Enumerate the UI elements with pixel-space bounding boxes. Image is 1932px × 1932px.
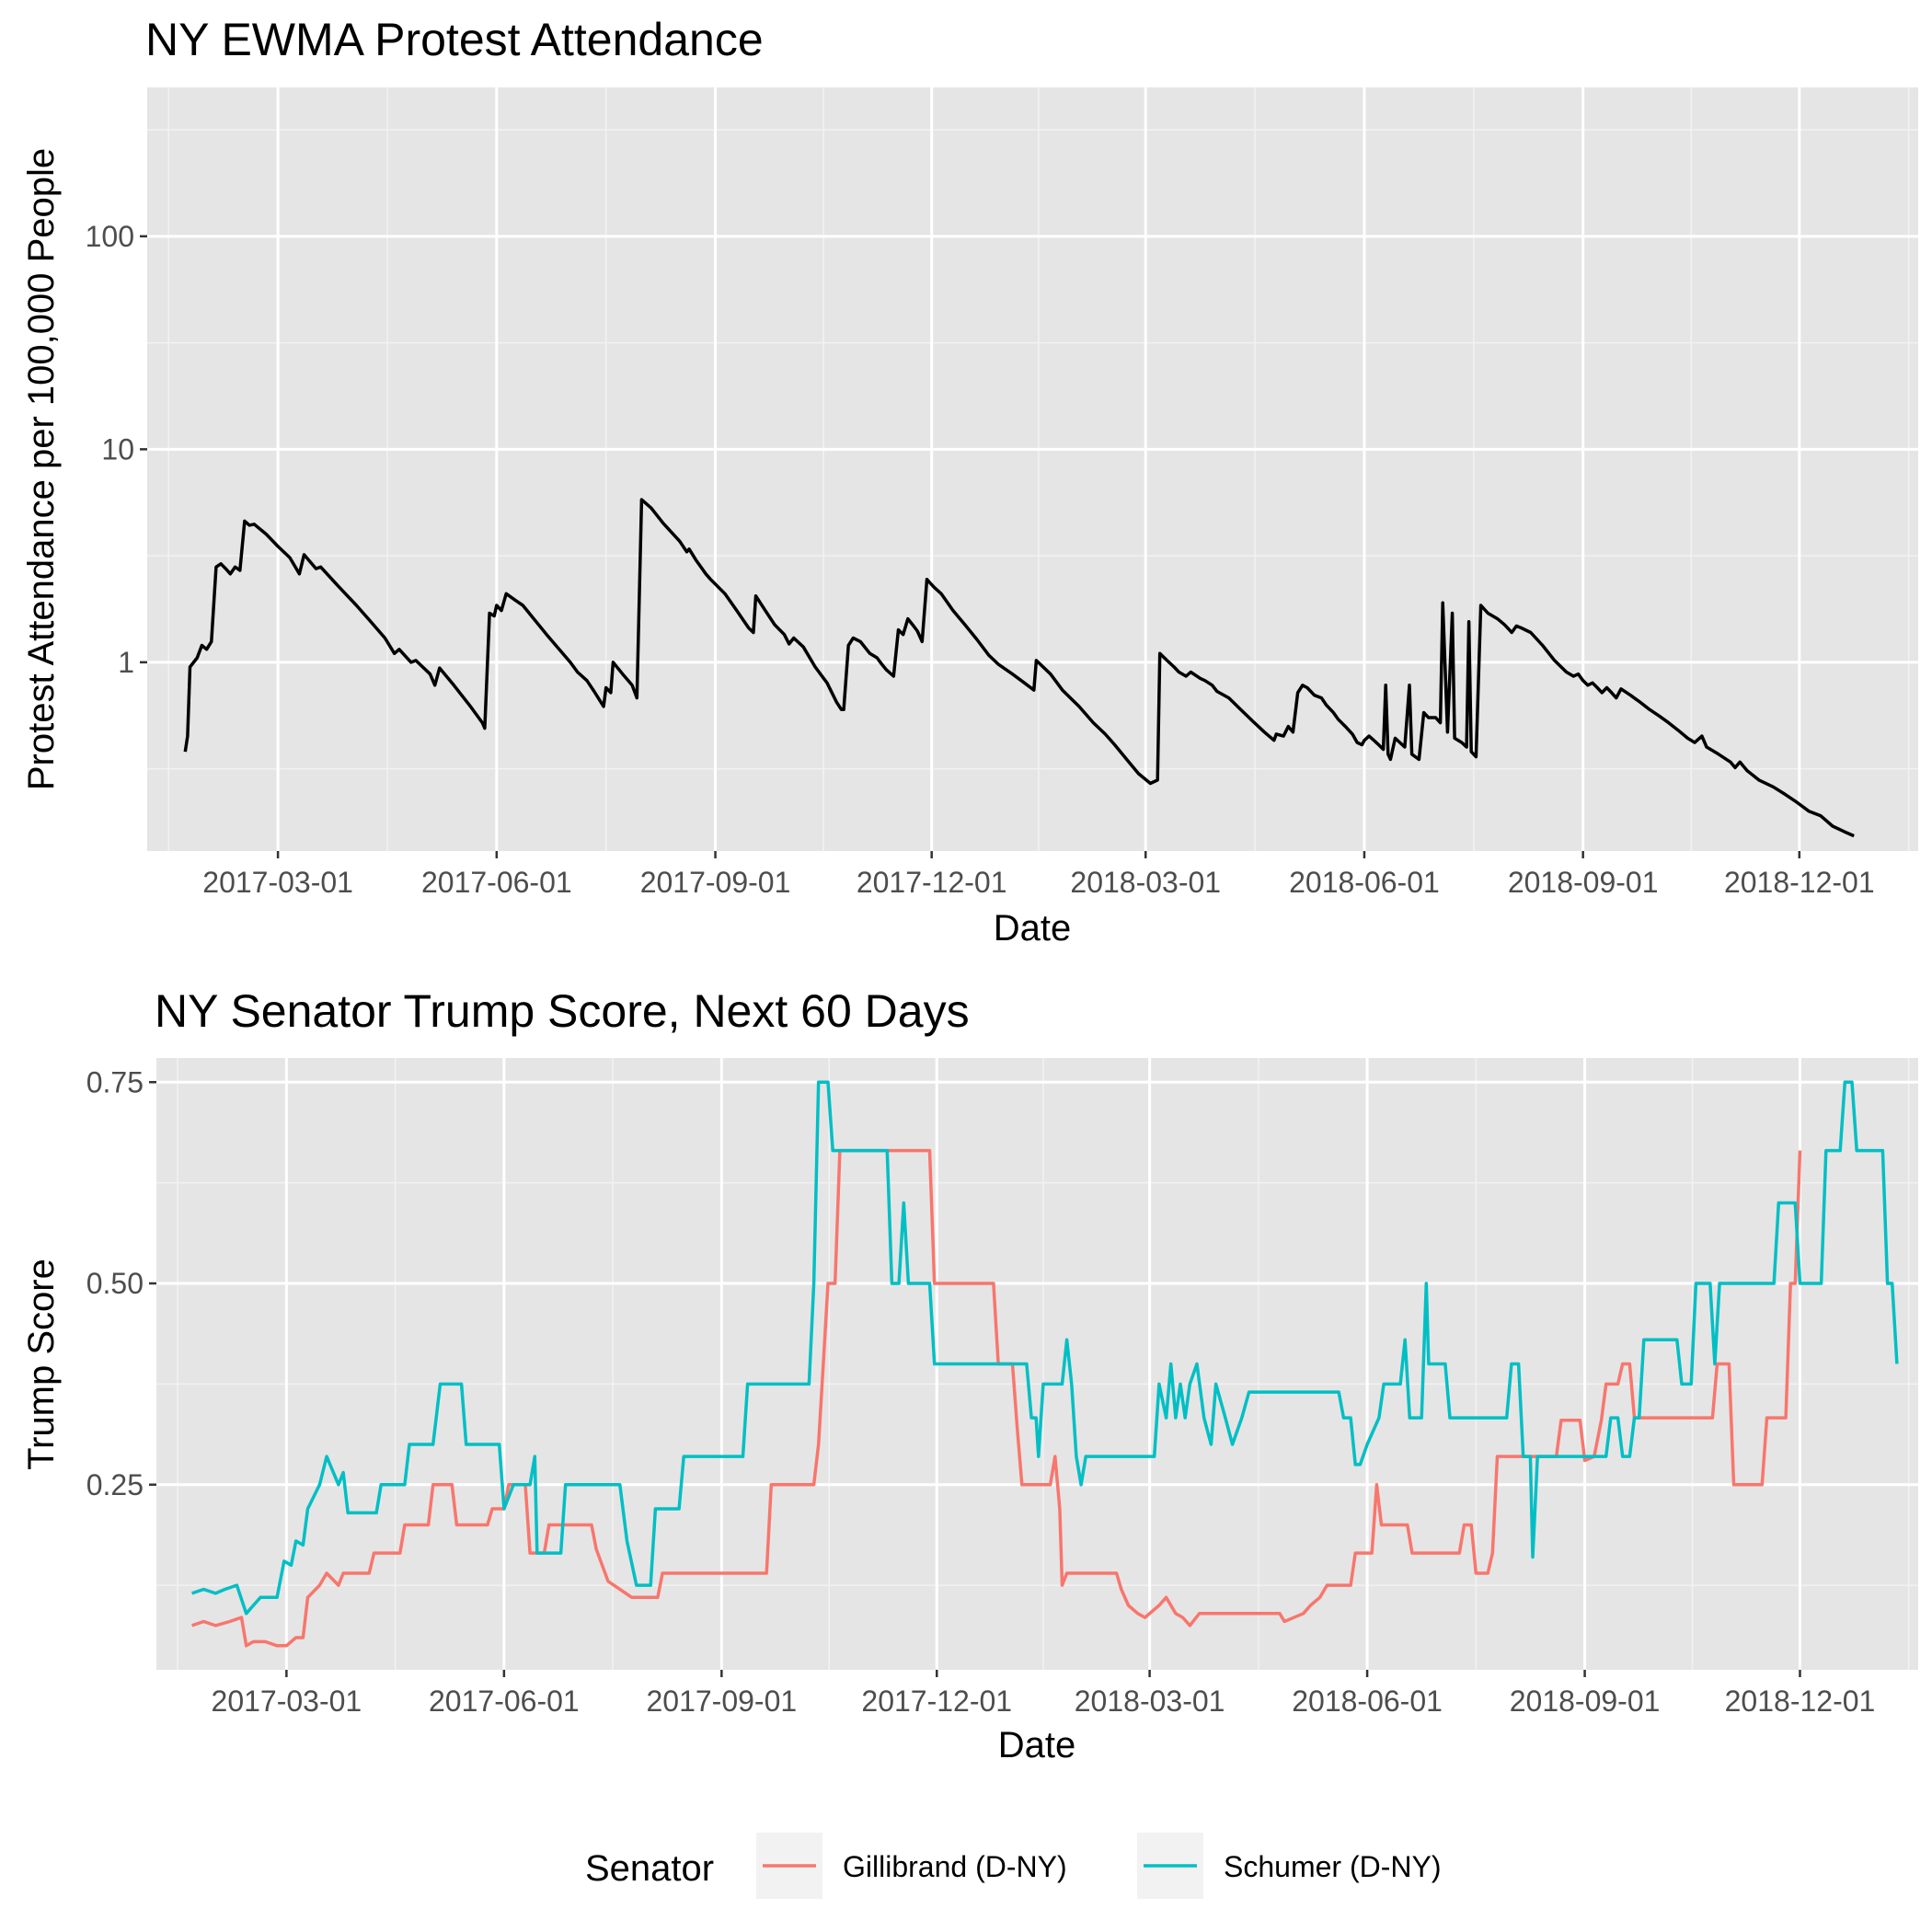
x-tick-label: 2017-06-01 (429, 1685, 580, 1718)
x-tick-label: 2018-03-01 (1070, 866, 1221, 899)
chart-title: NY Senator Trump Score, Next 60 Days (155, 985, 970, 1037)
x-tick-label: 2018-09-01 (1510, 1685, 1661, 1718)
x-tick-label: 2018-09-01 (1508, 866, 1659, 899)
plot-panel (147, 87, 1918, 851)
x-tick-label: 2017-06-01 (421, 866, 572, 899)
x-tick-label: 2018-03-01 (1075, 1685, 1225, 1718)
y-tick-label: 1 (118, 646, 134, 679)
y-tick-label: 100 (86, 220, 134, 253)
chart-trump-score: NY Senator Trump Score, Next 60 Days 201… (21, 985, 1918, 1765)
series-line-schumer (191, 1080, 1899, 1616)
y-tick-label: 0.50 (86, 1267, 144, 1300)
series-line-0 (183, 498, 1855, 838)
plot-panel (156, 1058, 1918, 1670)
x-tick-label: 2017-12-01 (861, 1685, 1012, 1718)
legend: Senator Gillibrand (D-NY) Schumer (D-NY) (585, 1833, 1441, 1899)
series-lines (183, 498, 1855, 838)
x-tick-label: 2018-06-01 (1292, 1685, 1443, 1718)
x-axis-title: Date (998, 1725, 1076, 1765)
chart-protest-attendance: NY EWMA Protest Attendance 2017-03-01 201… (21, 14, 1918, 949)
series-line-gillibrand (191, 1148, 1802, 1648)
axes: 2017-03-01 2017-06-01 2017-09-01 2017-12-01… (86, 1065, 1876, 1718)
x-tick-label: 2017-12-01 (857, 866, 1007, 899)
legend-label-schumer: Schumer (D-NY) (1224, 1850, 1441, 1883)
x-tick-label: 2018-06-01 (1289, 866, 1440, 899)
x-axis-title: Date (994, 908, 1072, 949)
legend-label-gillibrand: Gillibrand (D-NY) (843, 1850, 1067, 1883)
x-tick-label: 2017-03-01 (202, 866, 353, 899)
x-tick-label: 2017-09-01 (646, 1685, 797, 1718)
axes: 2017-03-01 2017-06-01 2017-09-01 2017-12-01… (86, 220, 1875, 899)
x-tick-label: 2018-12-01 (1724, 866, 1875, 899)
chart-title: NY EWMA Protest Attendance (145, 14, 764, 65)
x-tick-label: 2017-03-01 (212, 1685, 362, 1718)
y-tick-label: 0.75 (86, 1065, 144, 1098)
y-tick-label: 0.25 (86, 1468, 144, 1501)
x-tick-label: 2018-12-01 (1725, 1685, 1876, 1718)
y-tick-label: 10 (101, 432, 134, 466)
y-axis-title: Protest Attendance per 100,000 People (21, 148, 62, 790)
grid-lines (147, 87, 1918, 851)
legend-title: Senator (585, 1848, 714, 1889)
x-tick-label: 2017-09-01 (640, 866, 791, 899)
series-lines (191, 1080, 1899, 1648)
y-axis-title: Trump Score (21, 1259, 62, 1470)
